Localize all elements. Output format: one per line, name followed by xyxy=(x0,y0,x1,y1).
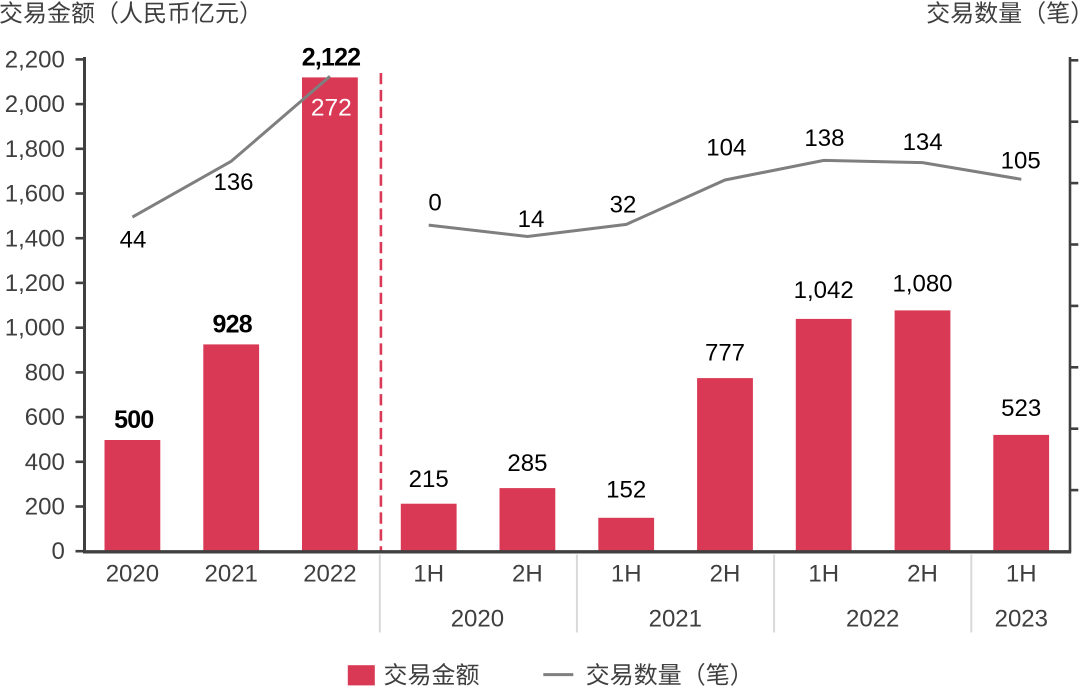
svg-text:138: 138 xyxy=(804,125,844,152)
svg-text:2H: 2H xyxy=(512,560,543,587)
svg-text:523: 523 xyxy=(1001,395,1041,422)
svg-text:136: 136 xyxy=(213,169,253,196)
svg-text:1,000: 1,000 xyxy=(5,315,65,342)
svg-text:2020: 2020 xyxy=(451,605,504,632)
svg-text:1,200: 1,200 xyxy=(5,270,65,297)
svg-text:32: 32 xyxy=(610,192,637,219)
svg-text:400: 400 xyxy=(25,449,65,476)
svg-text:2023: 2023 xyxy=(995,605,1048,632)
svg-text:2,122: 2,122 xyxy=(302,44,361,72)
svg-text:2020: 2020 xyxy=(106,560,159,587)
svg-text:0: 0 xyxy=(428,190,441,217)
svg-text:1,600: 1,600 xyxy=(5,181,65,208)
svg-text:44: 44 xyxy=(120,226,147,253)
svg-text:2,200: 2,200 xyxy=(5,46,65,73)
svg-text:152: 152 xyxy=(606,477,646,504)
svg-text:500: 500 xyxy=(114,406,153,434)
svg-text:2021: 2021 xyxy=(205,560,258,587)
svg-text:800: 800 xyxy=(25,359,65,386)
svg-text:2022: 2022 xyxy=(303,560,356,587)
svg-text:14: 14 xyxy=(518,206,545,233)
svg-text:285: 285 xyxy=(507,450,547,477)
svg-text:2021: 2021 xyxy=(649,605,702,632)
svg-text:2,000: 2,000 xyxy=(5,91,65,118)
svg-text:272: 272 xyxy=(311,95,352,122)
svg-text:2H: 2H xyxy=(907,560,938,587)
svg-text:134: 134 xyxy=(903,129,943,156)
svg-text:1,042: 1,042 xyxy=(794,277,854,304)
svg-text:600: 600 xyxy=(25,404,65,431)
svg-text:1H: 1H xyxy=(413,560,444,587)
svg-text:1,800: 1,800 xyxy=(5,136,65,163)
svg-text:200: 200 xyxy=(25,494,65,521)
svg-text:215: 215 xyxy=(409,466,449,493)
svg-text:1,400: 1,400 xyxy=(5,225,65,252)
svg-text:777: 777 xyxy=(705,340,745,367)
svg-text:1H: 1H xyxy=(808,560,839,587)
svg-text:104: 104 xyxy=(706,134,746,161)
svg-text:2022: 2022 xyxy=(846,605,899,632)
svg-text:1,080: 1,080 xyxy=(892,271,952,298)
svg-text:1H: 1H xyxy=(611,560,642,587)
svg-text:0: 0 xyxy=(51,538,64,565)
svg-text:1H: 1H xyxy=(1006,560,1037,587)
svg-text:2H: 2H xyxy=(710,560,741,587)
svg-text:105: 105 xyxy=(1001,147,1041,174)
svg-text:928: 928 xyxy=(213,310,253,338)
